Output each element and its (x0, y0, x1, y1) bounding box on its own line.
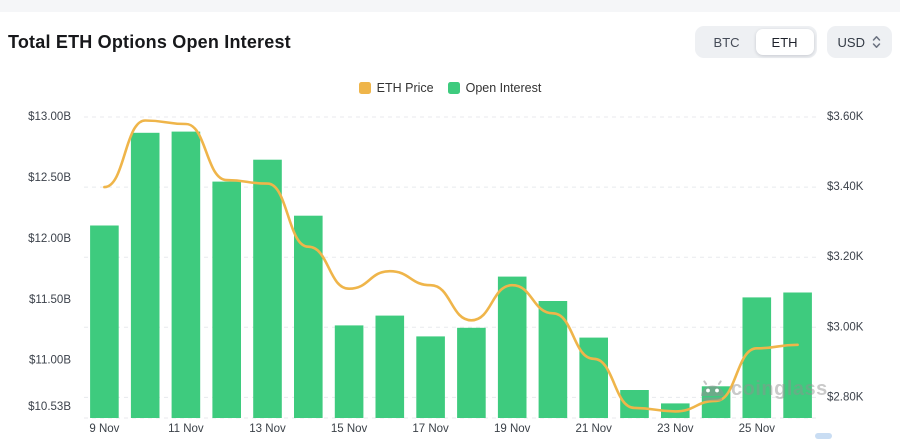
bar-10-nov[interactable] (130, 132, 160, 419)
legend-item-open-interest[interactable]: Open Interest (447, 81, 542, 95)
x-axis-tick: 15 Nov (331, 423, 368, 435)
left-axis-tick: $13.00B (28, 111, 71, 123)
coinglass-logo-icon (701, 380, 724, 401)
left-axis-tick: $10.53B (28, 401, 71, 413)
left-axis-tick: $12.00B (28, 233, 71, 245)
x-axis-tick: 23 Nov (657, 423, 694, 435)
legend-item-eth-price[interactable]: ETH Price (358, 81, 434, 95)
currency-select[interactable]: USD (826, 26, 892, 58)
x-axis-tick: 13 Nov (249, 423, 286, 435)
bar-17-nov[interactable] (416, 336, 445, 418)
bar-21-nov[interactable] (579, 337, 608, 418)
toggle-option-eth[interactable]: ETH (755, 29, 814, 55)
chart-header: Total ETH Options Open Interest BTC ETH … (8, 25, 892, 59)
right-axis-tick: $3.60K (827, 111, 864, 123)
coinglass-watermark: coinglass (699, 377, 828, 402)
x-axis-tick: 9 Nov (89, 423, 119, 435)
bar-19-nov[interactable] (497, 276, 527, 418)
page-title: Total ETH Options Open Interest (8, 31, 291, 52)
currency-label: USD (837, 34, 865, 50)
right-axis-tick: $3.40K (827, 181, 864, 193)
x-axis-tick: 21 Nov (575, 423, 612, 435)
legend-label: Open Interest (465, 81, 542, 95)
header-controls: BTC ETH USD (694, 26, 892, 58)
right-axis-tick: $3.20K (827, 251, 864, 263)
x-axis-tick: 19 Nov (494, 423, 531, 435)
bar-12-nov[interactable] (212, 181, 241, 418)
chevron-updown-icon (872, 36, 881, 48)
right-axis-tick: $2.80K (827, 391, 864, 403)
top-strip (0, 0, 900, 12)
eth-price-line[interactable] (103, 119, 799, 413)
bar-25-nov[interactable] (742, 297, 772, 418)
left-axis-tick: $11.50B (29, 294, 71, 306)
bar-18-nov[interactable] (457, 327, 486, 418)
x-axis-tick: 17 Nov (412, 423, 449, 435)
bar-26-nov[interactable] (783, 292, 812, 419)
bar-16-nov[interactable] (375, 315, 405, 418)
bar-15-nov[interactable] (334, 325, 364, 418)
bar-11-nov[interactable] (171, 131, 201, 418)
bar-9-nov[interactable] (90, 225, 119, 419)
left-axis-tick: $11.00B (29, 355, 71, 367)
bar-20-nov[interactable] (538, 301, 568, 418)
scrollbar-handle[interactable] (815, 433, 832, 439)
legend: ETH Price Open Interest (0, 81, 900, 95)
x-axis-tick: 25 Nov (739, 423, 776, 435)
x-axis-tick: 11 Nov (168, 423, 204, 435)
right-axis-tick: $3.00K (827, 321, 864, 333)
toggle-option-btc[interactable]: BTC (698, 29, 756, 55)
watermark-text: coinglass (731, 378, 828, 400)
left-axis-tick: $12.50B (28, 172, 71, 184)
coin-toggle: BTC ETH (694, 26, 817, 58)
bar-13-nov[interactable] (253, 159, 282, 418)
open-interest-swatch (447, 82, 460, 94)
eth-price-swatch (358, 82, 371, 94)
legend-label: ETH Price (376, 81, 434, 95)
